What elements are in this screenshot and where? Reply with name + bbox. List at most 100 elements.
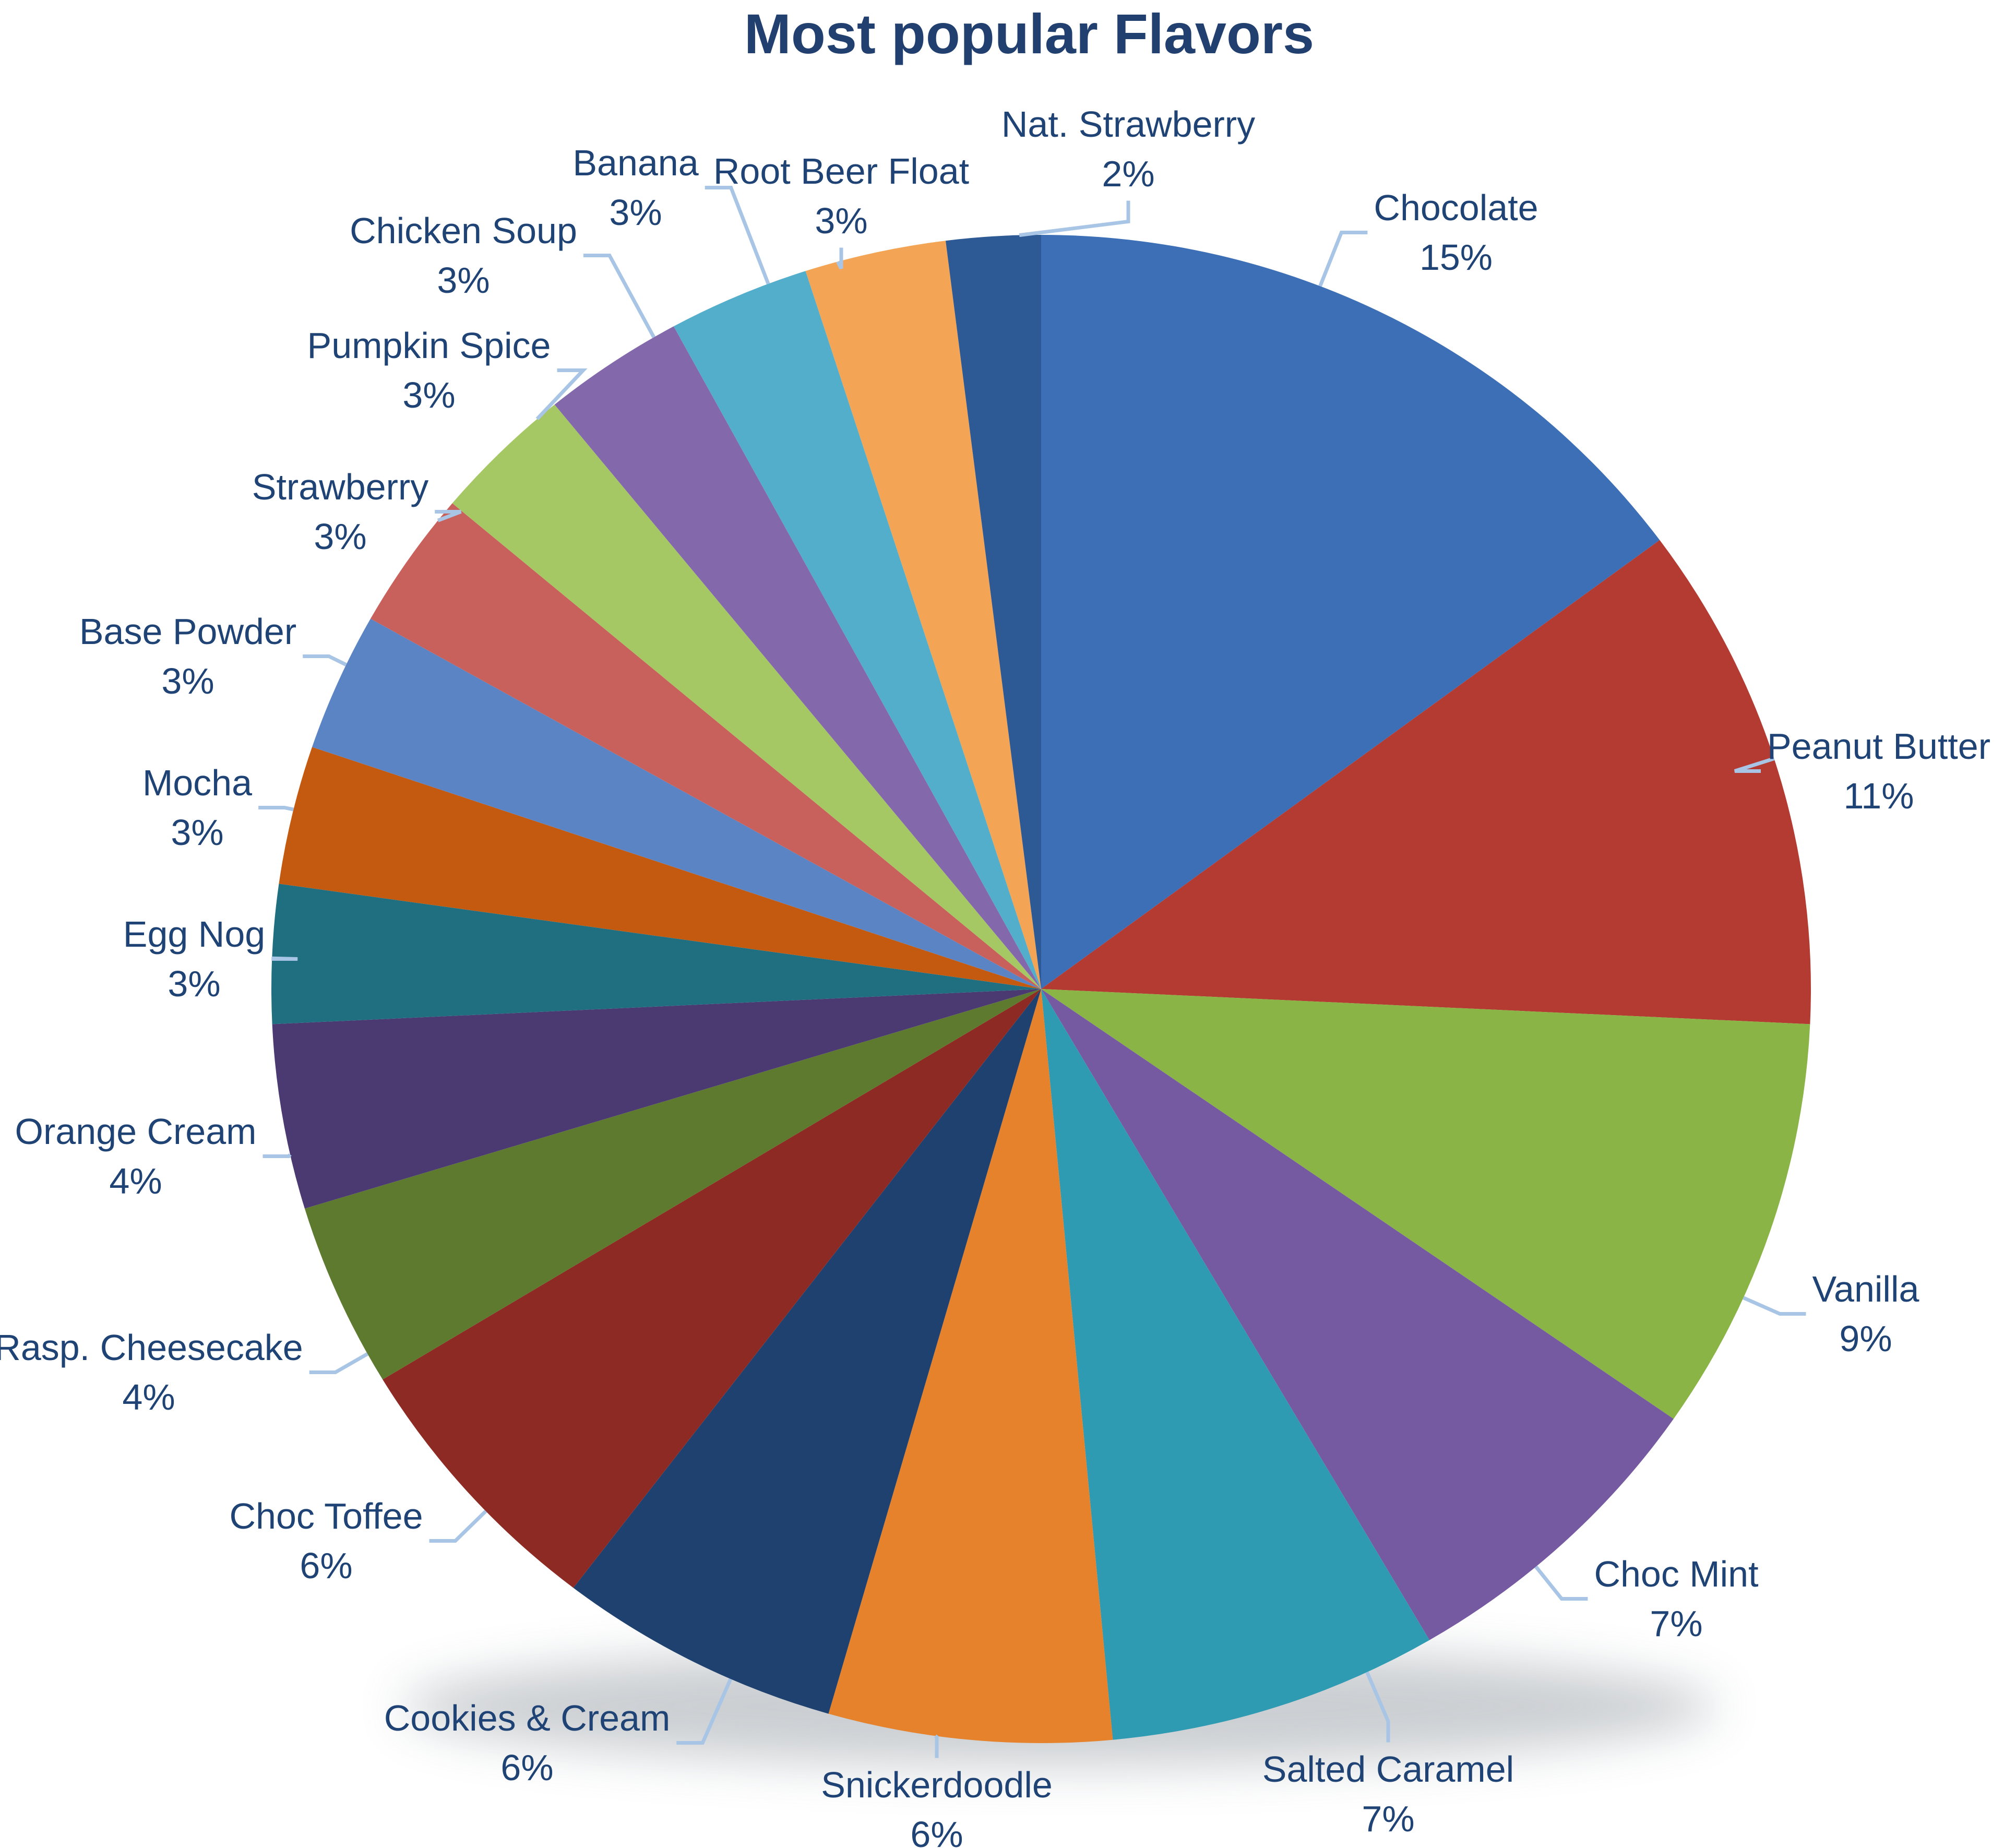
slice-label-name: Vanilla	[1812, 1268, 1919, 1309]
slice-label-percent: 3%	[171, 812, 224, 853]
leader-line-rasp-cheesecake	[309, 1352, 368, 1374]
pie-slice-peanut-butter[interactable]	[1041, 540, 1811, 1024]
slice-label-percent: 7%	[1362, 1798, 1415, 1839]
pie-slice-vanilla[interactable]	[1041, 989, 1810, 1419]
pie-slice-choc-toffee[interactable]	[383, 989, 1042, 1588]
slice-label-percent: 6%	[300, 1545, 353, 1586]
slice-label-percent: 7%	[1650, 1603, 1703, 1644]
leader-line-choc-toffee	[429, 1510, 487, 1543]
slice-label-percent: 3%	[314, 516, 367, 557]
slice-label-name: Salted Caramel	[1262, 1748, 1514, 1790]
slice-label-percent: 15%	[1419, 236, 1493, 278]
pie-slice-egg-nog[interactable]	[271, 884, 1041, 1024]
slice-label-banana: Banana 3%	[572, 138, 698, 237]
slice-label-snickerdoodle: Snickerdoodle 6%	[821, 1760, 1053, 1848]
slice-label-name: Choc Toffee	[229, 1495, 423, 1536]
leader-line-snickerdoodle	[934, 1734, 939, 1758]
slice-label-base-powder: Base Powder 3%	[79, 607, 296, 706]
slice-label-pumpkin-spice: Pumpkin Spice 3%	[307, 321, 551, 420]
leader-line-chicken-soup	[583, 254, 655, 338]
slice-label-name: Chicken Soup	[350, 210, 577, 251]
slice-label-chicken-soup: Chicken Soup 3%	[350, 206, 577, 305]
pie-slice-salted-caramel[interactable]	[1041, 989, 1430, 1740]
slice-label-name: Rasp. Cheesecake	[0, 1327, 303, 1368]
slice-label-name: Base Powder	[79, 611, 297, 652]
slice-label-name: Cookies & Cream	[384, 1697, 671, 1738]
pie-slice-chicken-soup[interactable]	[554, 326, 1041, 989]
pie-slice-strawberry[interactable]	[371, 503, 1041, 989]
slice-label-percent: 3%	[402, 374, 456, 415]
slice-label-peanut-butter: Peanut Butter 11%	[1767, 722, 1990, 821]
slice-label-strawberry: Strawberry 3%	[252, 462, 428, 562]
slice-label-percent: 9%	[1839, 1318, 1892, 1359]
slice-label-rasp-cheesecake: Rasp. Cheesecake 4%	[0, 1323, 303, 1422]
leader-line-vanilla	[1743, 1296, 1806, 1316]
pie-slice-chocolate[interactable]	[1041, 235, 1660, 989]
pie-slice-base-powder[interactable]	[312, 618, 1041, 989]
slice-label-choc-mint: Choc Mint 7%	[1594, 1549, 1758, 1649]
pie-slice-rasp-cheesecake[interactable]	[304, 989, 1041, 1380]
slice-label-name: Banana	[572, 142, 699, 183]
slice-label-name: Mocha	[142, 762, 253, 803]
slice-label-name: Root Beer Float	[713, 150, 970, 192]
slice-label-percent: 6%	[500, 1747, 554, 1788]
slice-label-percent: 4%	[122, 1376, 175, 1417]
leader-line-mocha	[258, 806, 294, 812]
pie-slice-snickerdoodle[interactable]	[828, 989, 1113, 1743]
leader-line-cookies-cream	[676, 1678, 733, 1745]
pie-slice-nat-strawberry[interactable]	[946, 235, 1041, 989]
leader-line-banana	[705, 186, 770, 285]
pie-slice-root-beer-float[interactable]	[805, 241, 1041, 989]
pie-slice-orange-cream[interactable]	[272, 989, 1041, 1209]
slice-label-mocha: Mocha 3%	[142, 758, 252, 857]
chart-title: Most popular Flavors	[744, 2, 1315, 65]
pie-slice-banana[interactable]	[673, 271, 1041, 989]
leader-line-chocolate	[1318, 231, 1368, 287]
leader-line-root-beer-float	[836, 247, 843, 270]
slice-label-percent: 3%	[609, 192, 662, 233]
slice-label-choc-toffee: Choc Toffee 6%	[229, 1492, 423, 1591]
leader-line-choc-mint	[1534, 1565, 1588, 1601]
slice-label-vanilla: Vanilla 9%	[1812, 1265, 1919, 1364]
slice-label-nat-strawberry: Nat. Strawberry 2%	[1001, 100, 1255, 199]
leader-line-pumpkin-spice	[535, 368, 588, 421]
leader-lines-group	[258, 186, 1806, 1758]
slice-label-percent: 3%	[161, 660, 214, 701]
slice-label-name: Orange Cream	[15, 1111, 257, 1152]
slice-label-root-beer-float: Root Beer Float 3%	[713, 147, 969, 246]
slice-label-cookies-cream: Cookies & Cream 6%	[384, 1694, 671, 1793]
slice-label-percent: 2%	[1102, 153, 1155, 194]
slice-label-name: Egg Nog	[123, 913, 266, 955]
pie-slice-choc-mint[interactable]	[1041, 989, 1674, 1640]
slice-label-percent: 3%	[815, 200, 868, 241]
slice-label-chocolate: Chocolate 15%	[1374, 183, 1538, 282]
slice-label-name: Choc Mint	[1594, 1553, 1759, 1594]
leader-line-salted-caramel	[1365, 1671, 1390, 1743]
pie-slice-pumpkin-spice[interactable]	[452, 404, 1042, 989]
slice-label-percent: 3%	[168, 963, 221, 1004]
slice-label-egg-nog: Egg Nog 3%	[123, 910, 265, 1009]
leader-line-orange-cream	[263, 1153, 292, 1158]
slice-label-name: Chocolate	[1374, 187, 1538, 228]
slice-label-orange-cream: Orange Cream 4%	[15, 1107, 257, 1206]
slice-label-name: Nat. Strawberry	[1001, 103, 1256, 145]
slice-label-percent: 6%	[910, 1814, 963, 1848]
slice-label-salted-caramel: Salted Caramel 7%	[1262, 1745, 1514, 1844]
slice-label-name: Pumpkin Spice	[307, 325, 551, 366]
leader-line-egg-nog	[271, 956, 298, 961]
pie-slice-cookies-cream[interactable]	[573, 989, 1041, 1714]
leader-line-peanut-butter	[1734, 757, 1775, 773]
leader-line-nat-strawberry	[1019, 200, 1130, 237]
leader-line-base-powder	[303, 654, 347, 666]
slice-label-percent: 3%	[437, 259, 490, 301]
slice-label-name: Strawberry	[252, 466, 429, 507]
slice-label-percent: 11%	[1843, 775, 1914, 816]
slice-label-name: Snickerdoodle	[821, 1764, 1053, 1805]
leader-line-strawberry	[435, 510, 462, 522]
slice-label-name: Peanut Butter	[1767, 725, 1991, 767]
pie-slices-group	[271, 235, 1811, 1743]
slice-label-percent: 4%	[109, 1160, 162, 1201]
pie-slice-mocha[interactable]	[279, 747, 1041, 989]
